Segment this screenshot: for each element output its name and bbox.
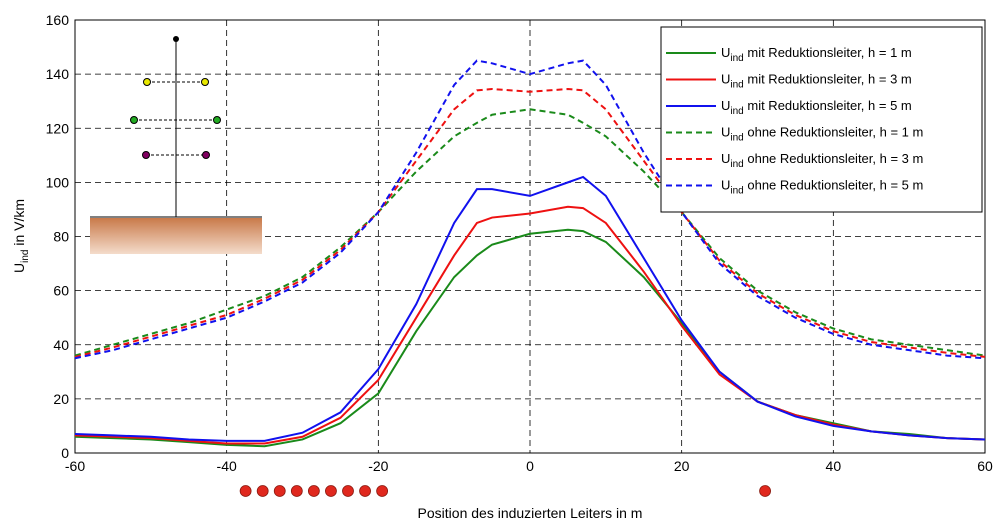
y-tick-label: 160 (46, 12, 70, 28)
conductor-marker (256, 485, 269, 497)
series-line (74, 59, 986, 360)
y-tick-label: 80 (53, 229, 69, 245)
conductor-marker (342, 485, 354, 497)
x-tick-label: 0 (526, 458, 534, 474)
y-label-symbol: U (11, 263, 27, 273)
legend-name: ohne Reduktionsleiter, h = 1 m (744, 125, 924, 140)
conductor-marker (759, 485, 771, 497)
legend-name: ohne Reduktionsleiter, h = 3 m (744, 151, 924, 166)
legend-symbol-sub: ind (730, 80, 743, 91)
conductor-marker (273, 485, 286, 497)
y-label-rest: in V/km (11, 199, 27, 250)
y-tick-label: 60 (53, 283, 69, 299)
legend-symbol-sub: ind (730, 133, 743, 144)
y-tick-label: 100 (46, 174, 70, 190)
mast-inset (90, 36, 262, 254)
conductor-marker (307, 485, 320, 497)
legend-label: Uind ohne Reduktionsleiter, h = 5 m (721, 178, 923, 197)
legend-label: Uind ohne Reduktionsleiter, h = 3 m (721, 151, 923, 170)
y-tick-label: 20 (53, 391, 69, 407)
y-tick-label: 0 (61, 445, 69, 461)
series-line (74, 175, 986, 442)
legend-symbol: U (721, 125, 730, 140)
x-tick-label: -60 (65, 458, 85, 474)
legend-symbol: U (721, 45, 730, 60)
series-line (74, 108, 986, 357)
legend-symbol: U (721, 151, 730, 166)
series-line (74, 88, 986, 358)
y-label-sub: ind (20, 250, 31, 263)
series-line (74, 205, 986, 445)
conductor-marker (239, 485, 252, 497)
legend-symbol: U (721, 72, 730, 87)
legend-box (660, 26, 983, 213)
y-tick-label: 140 (46, 66, 70, 82)
legend-symbol-sub: ind (730, 186, 743, 197)
y-tick-label: 40 (53, 337, 69, 353)
conductor-marker (359, 485, 371, 497)
legend-name: mit Reduktionsleiter, h = 5 m (744, 98, 912, 113)
legend-name: mit Reduktionsleiter, h = 1 m (744, 45, 912, 60)
conductor-marker (376, 485, 389, 497)
x-tick-label: -20 (368, 458, 388, 474)
conductor-marker (325, 485, 337, 497)
legend-symbol-sub: ind (730, 53, 743, 64)
x-tick-label: 20 (674, 458, 690, 474)
x-tick-label: 60 (977, 458, 993, 474)
x-tick-label: -40 (217, 458, 237, 474)
legend-name: mit Reduktionsleiter, h = 3 m (744, 72, 912, 87)
y-axis-label: Uind in V/km (11, 199, 31, 273)
legend-label: Uind ohne Reduktionsleiter, h = 1 m (721, 125, 923, 144)
legend-symbol-sub: ind (730, 159, 743, 170)
legend-symbol: U (721, 178, 730, 193)
y-tick-label: 120 (46, 120, 70, 136)
x-axis-label: Position des induzierten Leiters in m (418, 505, 643, 521)
legend-name: ohne Reduktionsleiter, h = 5 m (744, 178, 924, 193)
legend-label: Uind mit Reduktionsleiter, h = 1 m (721, 45, 912, 64)
x-tick-label: 40 (826, 458, 842, 474)
legend-label: Uind mit Reduktionsleiter, h = 3 m (721, 72, 912, 91)
legend-label: Uind mit Reduktionsleiter, h = 5 m (721, 98, 912, 117)
legend-symbol-sub: ind (730, 106, 743, 117)
legend-symbol: U (721, 98, 730, 113)
conductor-marker (290, 485, 303, 497)
